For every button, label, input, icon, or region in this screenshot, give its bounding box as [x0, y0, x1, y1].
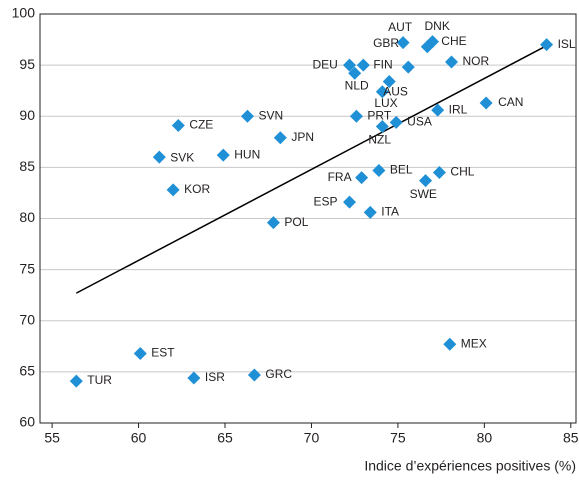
data-point [432, 165, 446, 179]
y-tick-label: 65 [19, 363, 35, 379]
data-point [273, 131, 287, 145]
data-point [479, 96, 493, 110]
data-point [375, 119, 389, 133]
data-point [349, 109, 363, 123]
point-label: SVK [170, 150, 194, 164]
data-point [401, 60, 415, 74]
y-tick-label: 75 [19, 260, 35, 276]
point-label: GRC [265, 367, 292, 381]
point-label: MEX [461, 336, 487, 350]
data-point [171, 118, 185, 132]
data-point [240, 109, 254, 123]
data-point [382, 74, 396, 88]
point-label: BEL [390, 163, 413, 177]
data-point [419, 174, 433, 188]
data-point [375, 85, 389, 99]
point-label: LUX [374, 96, 397, 110]
data-point [396, 36, 410, 50]
y-tick-label: 60 [19, 414, 35, 430]
x-tick-label: 70 [304, 430, 320, 446]
point-label: AUS [383, 85, 408, 99]
data-point [445, 55, 459, 69]
x-tick-label: 55 [44, 430, 60, 446]
data-point [443, 337, 457, 351]
point-label: CZE [189, 118, 213, 132]
point-label: DNK [424, 19, 449, 33]
point-label: TUR [87, 373, 112, 387]
data-point [152, 150, 166, 164]
y-tick-label: 100 [12, 5, 36, 21]
trend-line [75, 45, 547, 294]
point-label: FIN [373, 57, 392, 71]
point-label: KOR [184, 182, 210, 196]
point-label: HUN [234, 147, 260, 161]
data-point [187, 371, 201, 385]
point-label: NZL [368, 133, 391, 147]
data-point [348, 66, 362, 80]
x-axis-label: Indice d’expériences positives (%) [364, 458, 576, 474]
x-tick-label: 85 [563, 430, 579, 446]
data-point [540, 38, 554, 52]
point-label: GBR [373, 36, 399, 50]
point-label: CAN [498, 95, 523, 109]
x-tick-label: 75 [390, 430, 406, 446]
y-tick-label: 70 [19, 311, 35, 327]
point-label: DEU [312, 57, 337, 71]
y-tick-label: 90 [19, 107, 35, 123]
data-point [425, 35, 439, 49]
data-point [342, 195, 356, 209]
point-label: ESP [313, 194, 337, 208]
point-label: IRL [449, 102, 468, 116]
data-point [266, 216, 280, 230]
y-tick-label: 95 [19, 56, 35, 72]
point-label: POL [284, 215, 308, 229]
x-tick-label: 65 [217, 430, 233, 446]
point-label: USA [407, 115, 432, 129]
point-label: SWE [410, 187, 437, 201]
point-label: EST [151, 346, 175, 360]
point-label: CHL [450, 165, 474, 179]
y-tick-label: 85 [19, 158, 35, 174]
point-label: CHE [441, 34, 466, 48]
annotation: AUT [388, 20, 413, 34]
data-point [372, 163, 386, 177]
x-tick-label: 60 [131, 430, 147, 446]
point-label: JPN [291, 130, 314, 144]
data-point [247, 368, 261, 382]
data-point [216, 148, 230, 162]
plot-frame [39, 13, 577, 424]
x-tick-label: 80 [477, 430, 493, 446]
point-label: ISR [205, 370, 225, 384]
data-point [69, 374, 83, 388]
data-point [389, 115, 403, 129]
point-label: ITA [381, 205, 399, 219]
data-point [342, 58, 356, 72]
data-point [431, 103, 445, 117]
data-point [356, 58, 370, 72]
data-point [133, 346, 147, 360]
point-label: NOR [463, 54, 490, 68]
point-label: SVN [258, 108, 283, 122]
point-label: FRA [328, 170, 352, 184]
data-point [363, 205, 377, 219]
y-tick-label: 80 [19, 209, 35, 225]
data-point [355, 171, 369, 185]
point-label: NLD [345, 78, 369, 92]
point-label: ISL [558, 37, 576, 51]
point-label: PRT [367, 108, 391, 122]
data-point [166, 183, 180, 197]
